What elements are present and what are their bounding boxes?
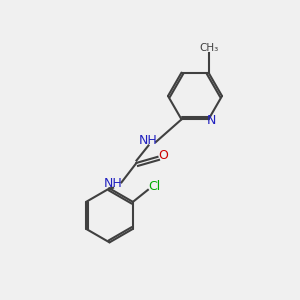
Text: NH: NH bbox=[104, 177, 122, 190]
Text: Cl: Cl bbox=[148, 180, 160, 194]
Text: O: O bbox=[159, 149, 168, 162]
Text: CH₃: CH₃ bbox=[199, 43, 218, 53]
Text: NH: NH bbox=[139, 134, 158, 147]
Text: N: N bbox=[207, 114, 216, 128]
